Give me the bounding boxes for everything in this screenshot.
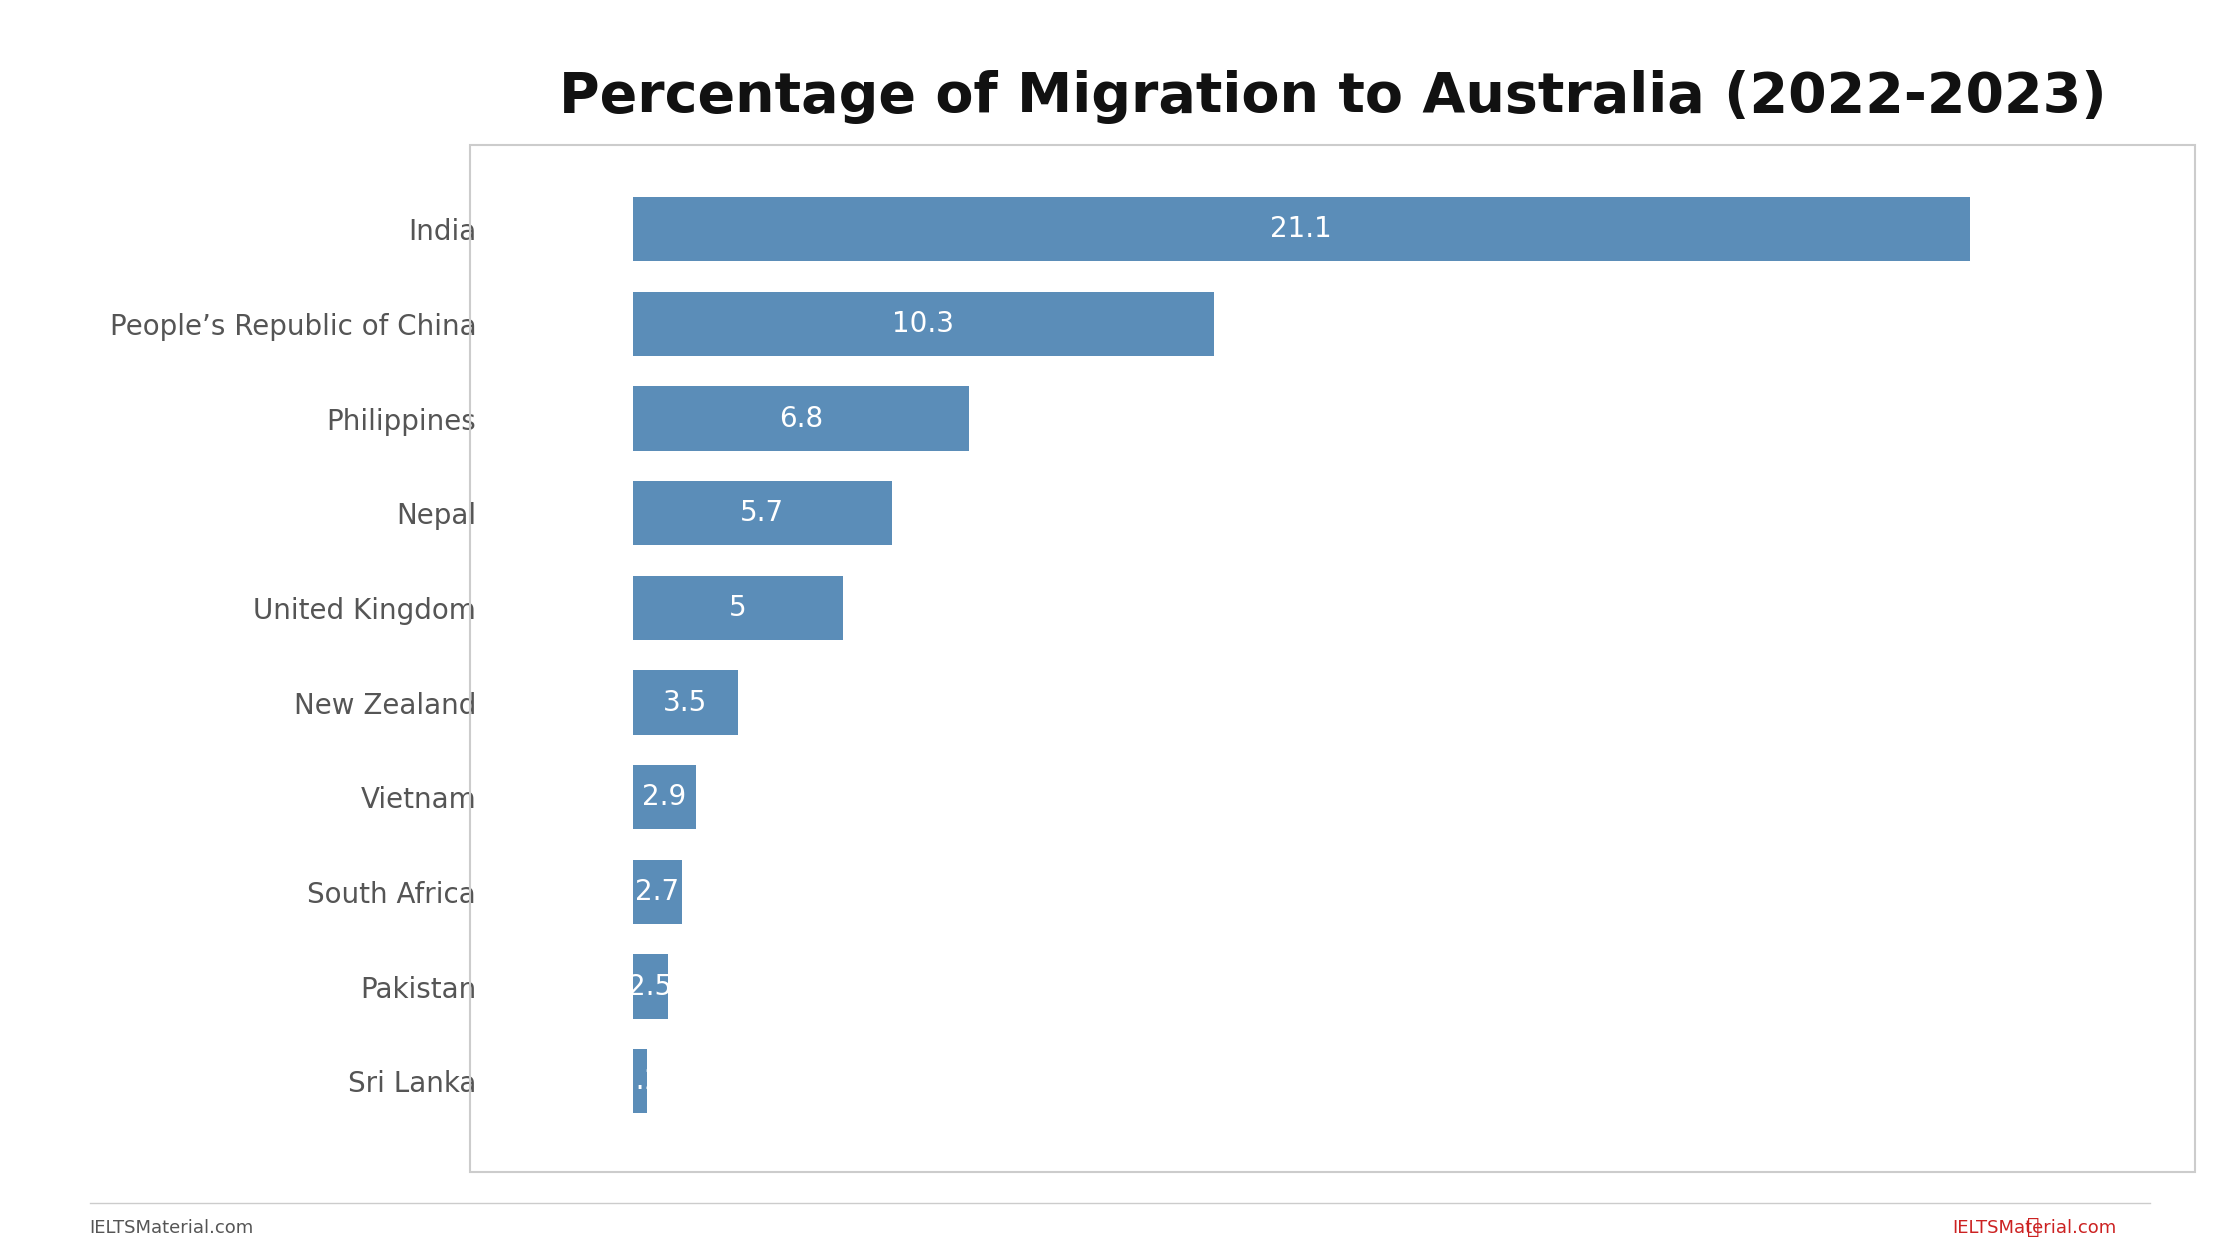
Text: Ⓜ: Ⓜ	[2027, 1217, 2041, 1237]
Bar	[632, 859, 681, 924]
Text: 3.5: 3.5	[663, 688, 708, 717]
Bar	[632, 387, 968, 451]
Text: 6.8: 6.8	[780, 404, 822, 432]
Text: IELTSMaterial.com: IELTSMaterial.com	[1953, 1220, 2117, 1237]
Bar	[632, 954, 668, 1019]
Text: 2.2: 2.2	[618, 1067, 661, 1095]
Bar	[632, 1050, 647, 1114]
Text: 2.9: 2.9	[643, 784, 685, 811]
Text: 10.3: 10.3	[892, 310, 954, 338]
Title: Percentage of Migration to Australia (2022-2023): Percentage of Migration to Australia (20…	[560, 71, 2106, 125]
Bar	[632, 481, 892, 546]
Text: 2.7: 2.7	[636, 878, 679, 906]
Text: 21.1: 21.1	[1270, 215, 1333, 243]
Text: 5: 5	[728, 593, 746, 622]
Text: IELTSMaterial.com: IELTSMaterial.com	[90, 1220, 253, 1237]
Bar	[632, 197, 1969, 261]
Text: 2.5: 2.5	[627, 973, 672, 1000]
Bar	[632, 670, 737, 735]
Bar	[632, 291, 1214, 357]
Text: 5.7: 5.7	[739, 499, 784, 527]
Bar	[632, 765, 697, 829]
Bar	[632, 576, 842, 640]
